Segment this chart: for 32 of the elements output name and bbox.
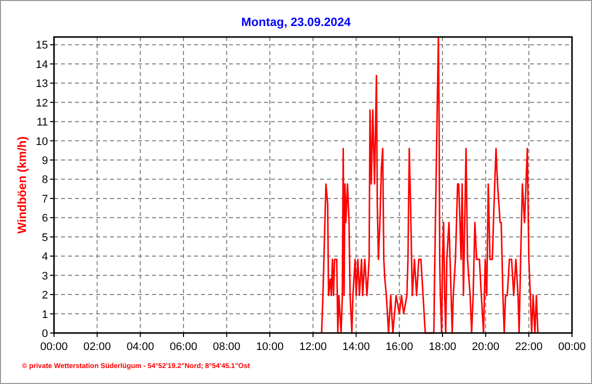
x-tick-label: 08:00 (212, 341, 240, 353)
x-tick-label: 10:00 (256, 341, 284, 353)
y-tick-label: 5 (42, 232, 48, 244)
x-tick-label: 00:00 (558, 341, 586, 353)
x-tick-label: 22:00 (515, 341, 543, 353)
y-axis-title: Windböen (km/h) (15, 136, 29, 234)
x-tick-label: 16:00 (386, 341, 414, 353)
x-tick-label: 18:00 (428, 341, 456, 353)
y-tick-label: 8 (42, 174, 48, 186)
y-tick-label: 11 (36, 116, 48, 129)
y-tick-label: 0 (42, 328, 48, 340)
y-tick-label: 6 (42, 212, 48, 225)
y-tick-label: 12 (36, 97, 48, 110)
x-tick-label: 00:00 (40, 341, 68, 353)
y-tick-label: 7 (42, 193, 48, 206)
x-tick-label: 04:00 (126, 341, 154, 353)
y-tick-label: 1 (42, 308, 48, 321)
line-series (320, 36, 539, 334)
y-tick-label: 3 (42, 270, 48, 282)
x-tick-label: 12:00 (299, 341, 327, 353)
y-tick-label: 10 (36, 136, 48, 148)
y-tick-label: 13 (36, 78, 48, 90)
x-tick-label: 14:00 (342, 341, 370, 353)
x-tick-label: 02:00 (83, 341, 111, 353)
y-tick-label: 15 (36, 40, 48, 52)
y-tick-label: 4 (42, 251, 48, 264)
x-tick-label: 06:00 (170, 341, 198, 353)
y-tick-label: 2 (42, 290, 48, 302)
y-tick-label: 14 (36, 58, 48, 71)
chart-title: Montag, 23.09.2024 (241, 15, 352, 29)
y-tick-label: 9 (42, 155, 48, 168)
x-tick-label: 20:00 (472, 341, 500, 353)
